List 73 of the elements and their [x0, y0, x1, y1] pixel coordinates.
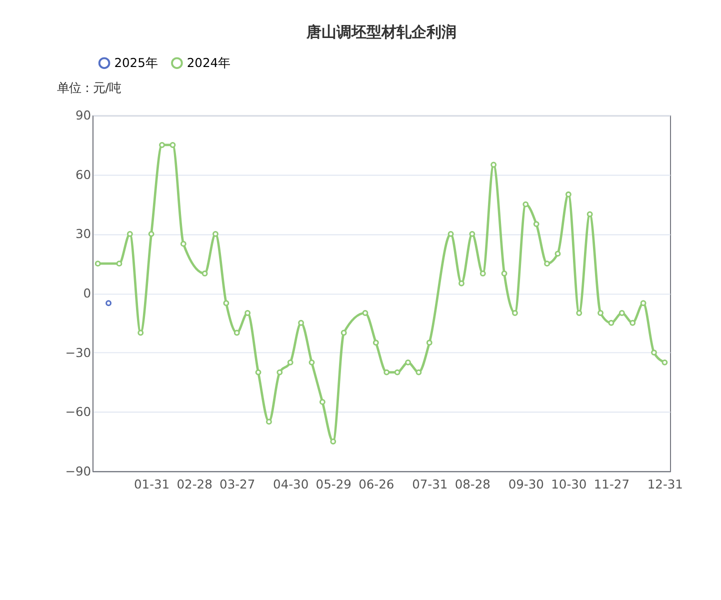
- point: [170, 142, 176, 148]
- x-tick-label: 05-29: [316, 478, 352, 492]
- x-tick-label: 07-31: [412, 478, 448, 492]
- point: [234, 330, 240, 336]
- point: [319, 398, 326, 405]
- point: [480, 270, 486, 276]
- x-tick-label: 02-28: [176, 478, 212, 492]
- point: [490, 162, 497, 168]
- point: [554, 250, 561, 257]
- point: [640, 300, 646, 306]
- y-tick-label: 30: [75, 227, 92, 242]
- point: [276, 369, 283, 376]
- x-tick-label: 04-30: [273, 478, 309, 492]
- point: [394, 369, 400, 376]
- point: [598, 310, 604, 316]
- point: [340, 330, 347, 336]
- point: [662, 359, 668, 366]
- point: [287, 359, 294, 366]
- x-tick-label: 10-30: [551, 478, 587, 492]
- y-tick-label: −60: [65, 405, 92, 420]
- y-tick-label: 0: [83, 286, 92, 300]
- chart-title: 唐山调坯型材轧企利润: [305, 23, 456, 42]
- legend-label: 2025年: [114, 56, 158, 70]
- point: [94, 260, 101, 267]
- point: [469, 230, 476, 237]
- x-tick-label: 09-30: [508, 478, 544, 492]
- point: [544, 260, 550, 267]
- point: [608, 320, 614, 326]
- point: [512, 310, 518, 316]
- point: [618, 310, 625, 316]
- point: [180, 240, 186, 247]
- point: [586, 211, 593, 218]
- point: [244, 310, 251, 316]
- point: [630, 320, 636, 326]
- x-tick-label: 08-28: [454, 478, 490, 492]
- x-tick-label: 11-27: [594, 478, 630, 492]
- point: [148, 230, 154, 237]
- point: [565, 191, 572, 198]
- point: [255, 369, 262, 376]
- x-tick-label: 01-31: [134, 478, 170, 492]
- point: [501, 270, 508, 276]
- y-tick-label: −90: [65, 464, 92, 478]
- y-tick-label: 90: [75, 108, 92, 123]
- point: [308, 359, 315, 366]
- point: [372, 340, 379, 346]
- point: [223, 300, 230, 306]
- point: [202, 270, 208, 276]
- point: [416, 369, 422, 376]
- point: [266, 418, 272, 425]
- point: [330, 438, 336, 444]
- point: [159, 142, 165, 148]
- x-tick-label: 03-27: [220, 478, 256, 492]
- point: [405, 359, 411, 366]
- point: [298, 320, 304, 326]
- point: [533, 221, 540, 228]
- point: [522, 201, 529, 208]
- point: [212, 230, 218, 237]
- y-tick-label: −30: [65, 346, 92, 360]
- y-axis-title: 单位：元/吨: [57, 81, 122, 96]
- point: [384, 369, 390, 376]
- x-tick-label: 12-31: [647, 478, 683, 492]
- point: [426, 340, 432, 346]
- point: [448, 230, 454, 237]
- x-tick-label: 06-26: [358, 478, 394, 492]
- y-tick-label: 60: [75, 168, 92, 182]
- point: [576, 310, 582, 316]
- point: [651, 350, 657, 356]
- point: [362, 310, 368, 316]
- point: [116, 260, 122, 267]
- point: [458, 280, 464, 286]
- legend-label: 2024年: [186, 56, 230, 70]
- point: [126, 230, 133, 237]
- point: [138, 330, 144, 336]
